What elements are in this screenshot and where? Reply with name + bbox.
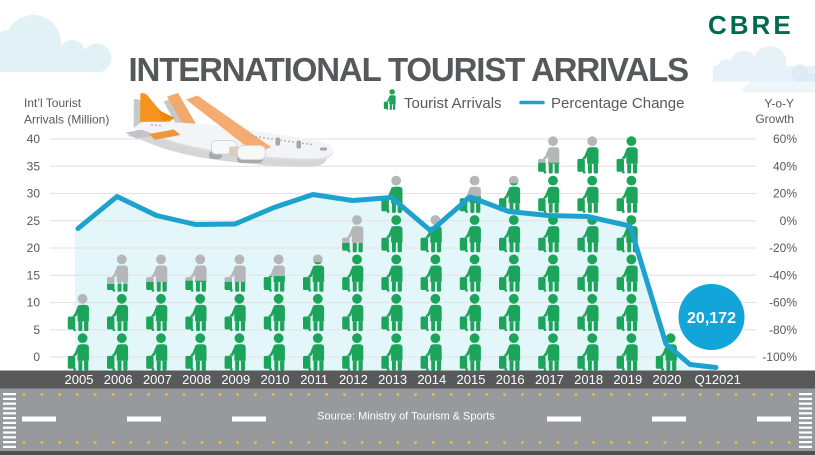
svg-text:40: 40	[27, 132, 41, 146]
svg-text:2006: 2006	[104, 372, 133, 387]
svg-text:Percentage Change: Percentage Change	[551, 95, 684, 112]
svg-text:Source: Ministry of Tourism &: Source: Ministry of Tourism & Sports	[317, 411, 495, 423]
svg-text:2005: 2005	[65, 372, 94, 387]
svg-text:2015: 2015	[457, 372, 486, 387]
svg-text:2013: 2013	[378, 372, 407, 387]
svg-text:2014: 2014	[417, 372, 446, 387]
svg-text:-100%: -100%	[762, 350, 797, 364]
svg-text:-20%: -20%	[769, 241, 797, 255]
svg-text:10: 10	[27, 296, 41, 310]
svg-text:-40%: -40%	[769, 268, 797, 282]
svg-text:2018: 2018	[574, 372, 603, 387]
svg-text:0%: 0%	[780, 214, 798, 228]
svg-text:0: 0	[33, 350, 40, 364]
svg-text:CBRE: CBRE	[708, 10, 794, 40]
svg-text:20%: 20%	[773, 187, 797, 201]
svg-text:35: 35	[27, 159, 41, 173]
svg-text:15: 15	[27, 268, 41, 282]
svg-text:2010: 2010	[261, 372, 290, 387]
svg-text:2007: 2007	[143, 372, 172, 387]
svg-text:5: 5	[33, 323, 40, 337]
svg-text:25: 25	[27, 214, 41, 228]
svg-text:2017: 2017	[535, 372, 564, 387]
svg-text:2011: 2011	[300, 372, 328, 387]
svg-text:Growth: Growth	[755, 112, 794, 126]
svg-text:INTERNATIONAL TOURIST ARRIVALS: INTERNATIONAL TOURIST ARRIVALS	[129, 51, 689, 88]
svg-text:30: 30	[27, 187, 41, 201]
svg-text:2009: 2009	[221, 372, 250, 387]
svg-text:Y-o-Y: Y-o-Y	[764, 97, 794, 111]
svg-text:2019: 2019	[613, 372, 642, 387]
svg-text:Int’l Tourist: Int’l Tourist	[24, 96, 82, 110]
svg-text:Arrivals (Million): Arrivals (Million)	[24, 113, 109, 127]
svg-text:20,172: 20,172	[687, 310, 736, 327]
svg-text:20: 20	[27, 241, 41, 255]
svg-text:2016: 2016	[496, 372, 525, 387]
svg-text:2020: 2020	[653, 372, 682, 387]
svg-text:-80%: -80%	[769, 323, 797, 337]
svg-text:60%: 60%	[773, 132, 797, 146]
svg-text:2012: 2012	[339, 372, 368, 387]
svg-text:Q12021: Q12021	[695, 372, 741, 387]
svg-text:2008: 2008	[182, 372, 211, 387]
svg-text:-60%: -60%	[769, 296, 797, 310]
svg-text:40%: 40%	[773, 159, 797, 173]
svg-text:Tourist Arrivals: Tourist Arrivals	[404, 95, 502, 112]
